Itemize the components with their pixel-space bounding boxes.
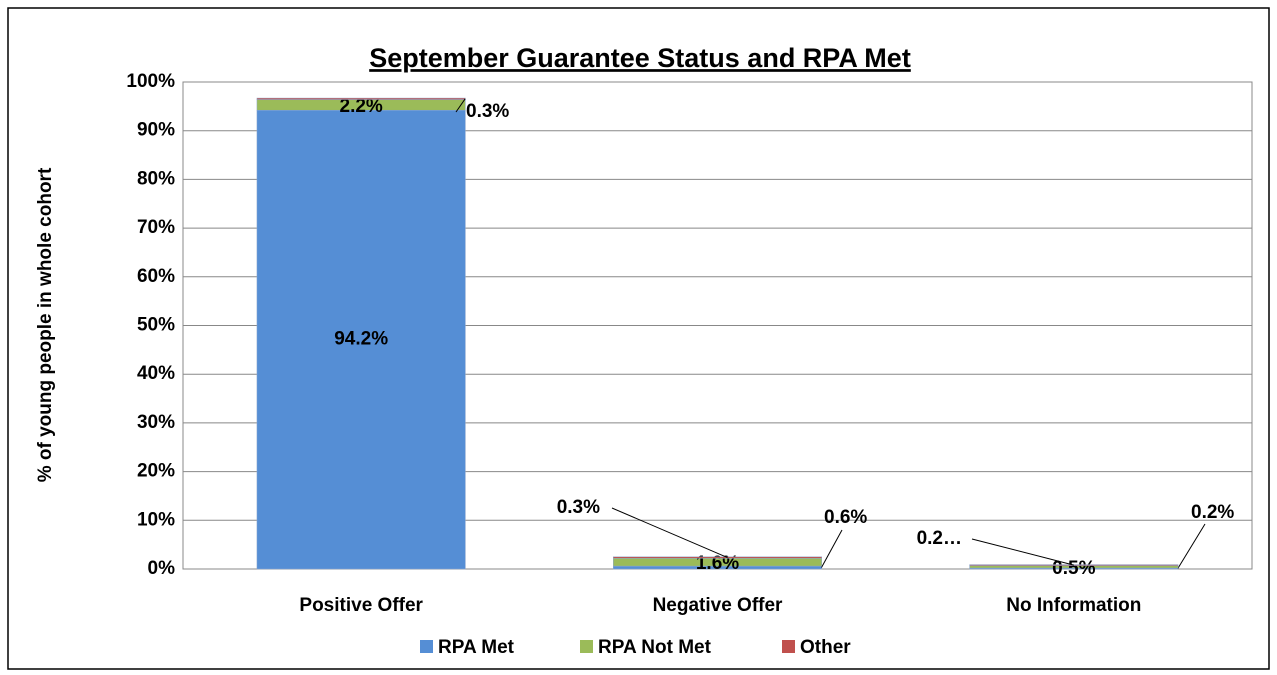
- legend-label: RPA Met: [438, 637, 515, 658]
- legend-label: RPA Not Met: [598, 637, 712, 658]
- data-label: 94.2%: [334, 329, 388, 350]
- data-label: 0.6%: [824, 507, 867, 528]
- y-tick-label: 0%: [148, 558, 176, 579]
- data-label: 0.2…: [917, 528, 962, 549]
- legend-swatch: [420, 640, 433, 653]
- y-tick-label: 30%: [137, 412, 175, 433]
- y-tick-label: 80%: [137, 168, 175, 189]
- legend-label: Other: [800, 637, 851, 658]
- y-tick-label: 100%: [126, 71, 175, 92]
- y-tick-label: 50%: [137, 315, 175, 336]
- leader-line: [821, 529, 843, 568]
- chart-title: September Guarantee Status and RPA Met: [369, 43, 911, 73]
- leader-line: [1177, 523, 1206, 569]
- data-label: 0.2%: [1191, 502, 1234, 523]
- bar-segment: [256, 109, 466, 570]
- legend-swatch: [782, 640, 795, 653]
- y-tick-label: 10%: [137, 509, 175, 530]
- data-label: 0.5%: [1052, 558, 1095, 579]
- leader-line: [611, 507, 728, 559]
- x-tick-label: Negative Offer: [653, 595, 783, 616]
- y-tick-label: 90%: [137, 120, 175, 141]
- data-label: 0.3%: [557, 497, 600, 518]
- data-label: 2.2%: [340, 96, 383, 117]
- y-tick-label: 70%: [137, 217, 175, 238]
- x-tick-label: No Information: [1006, 595, 1141, 616]
- y-tick-label: 60%: [137, 266, 175, 287]
- x-tick-label: Positive Offer: [299, 595, 423, 616]
- leader-line: [455, 98, 466, 113]
- data-label: 0.3%: [466, 101, 509, 122]
- leader-line: [971, 538, 1074, 566]
- bar-segment: [613, 556, 822, 559]
- y-tick-label: 20%: [137, 461, 175, 482]
- legend-swatch: [580, 640, 593, 653]
- y-tick-label: 40%: [137, 363, 175, 384]
- data-label: 1.6%: [696, 553, 739, 574]
- bar-segment: [256, 97, 466, 100]
- y-axis-label: % of young people in whole cohort: [35, 167, 56, 482]
